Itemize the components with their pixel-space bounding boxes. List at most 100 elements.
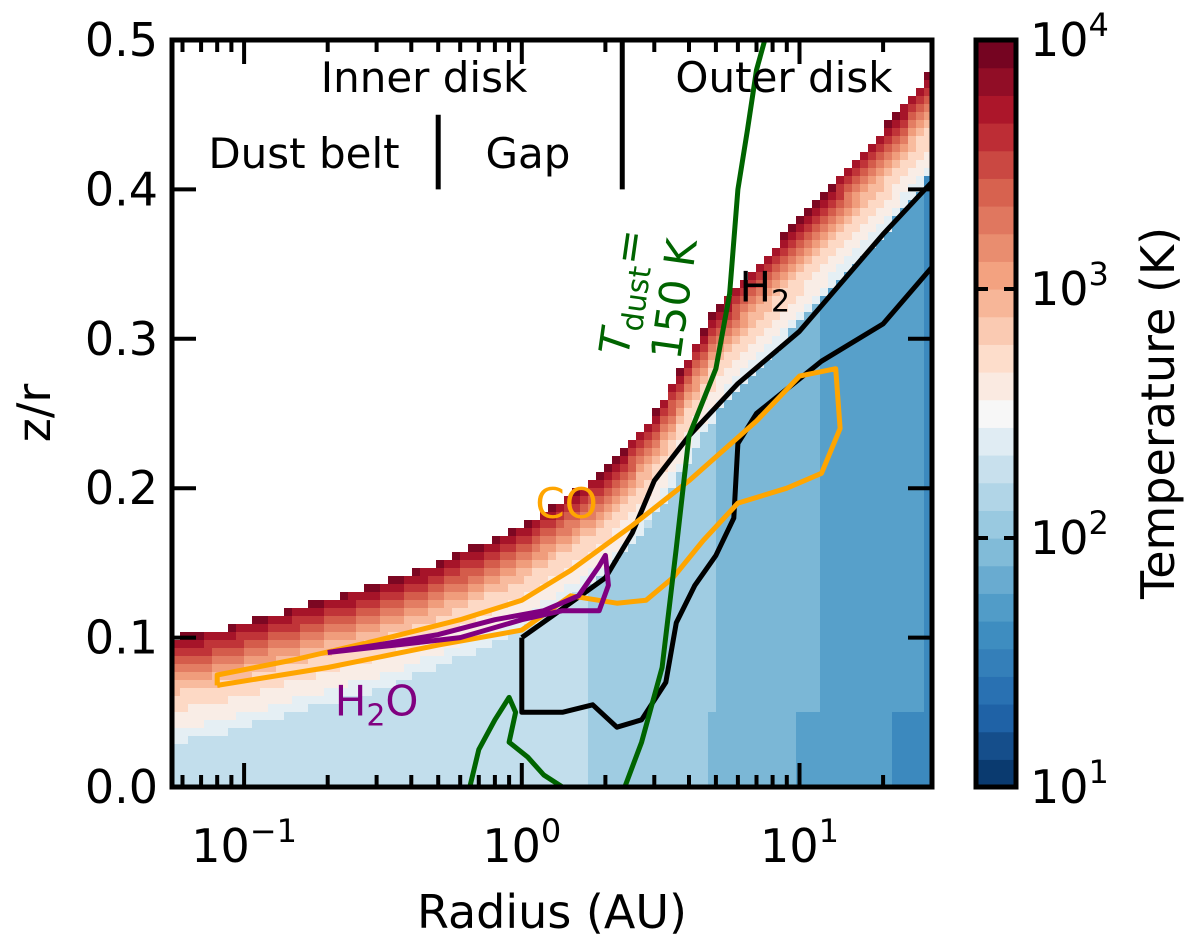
field-cell [828,680,837,689]
field-cell [796,704,805,713]
field-cell [548,568,557,577]
field-cell [500,672,509,681]
field-cell [780,408,789,417]
field-cell [844,424,853,433]
field-cell [508,656,517,665]
field-cell [412,736,421,745]
field-cell [724,568,733,577]
field-cell [748,560,757,569]
field-cell [692,344,701,353]
field-cell [388,624,397,633]
field-cell [724,456,733,465]
field-cell [756,728,765,737]
field-cell [444,608,453,617]
field-cell [764,424,773,433]
field-cell [332,704,341,713]
field-cell [732,736,741,745]
field-cell [660,728,669,737]
field-cell [868,576,877,585]
field-cell [900,704,909,713]
field-cell [620,736,629,745]
field-cell [740,664,749,673]
field-cell [260,632,269,641]
field-cell [556,736,565,745]
field-cell [292,736,301,745]
field-cell [636,696,645,705]
field-cell [820,376,829,385]
field-cell [508,736,517,745]
field-cell [724,584,733,593]
field-cell [884,600,893,609]
field-cell [596,584,605,593]
field-cell [452,720,461,729]
y-tick-label: 0.4 [85,162,158,216]
field-cell [596,512,605,521]
field-cell [884,688,893,697]
field-cell [820,264,829,273]
field-cell [716,392,725,401]
field-cell [284,648,293,657]
field-cell [916,520,925,529]
field-cell [836,392,845,401]
field-cell [604,656,613,665]
field-cell [660,672,669,681]
field-cell [852,704,861,713]
field-cell [772,568,781,577]
field-cell [900,152,909,161]
field-cell [300,632,309,641]
field-cell [876,496,885,505]
field-cell [596,624,605,633]
field-cell [836,568,845,577]
field-cell [700,376,709,385]
colorbar-ticks [976,287,1016,540]
field-cell [876,168,885,177]
field-cell [620,744,629,753]
field-cell [828,320,837,329]
field-cell [804,648,813,657]
field-cell [828,592,837,601]
field-cell [684,408,693,417]
field-cell [588,528,597,537]
field-cell [892,712,901,721]
field-cell [172,768,181,777]
field-cell [220,696,229,705]
field-cell [260,720,269,729]
field-cell [924,616,932,625]
field-cell [764,368,773,377]
field-cell [500,768,509,777]
field-cell [852,312,861,321]
field-cell [484,600,493,609]
field-cell [892,584,901,593]
field-cell [900,512,909,521]
field-cell [324,600,333,609]
field-cell [860,584,869,593]
field-cell [924,456,932,465]
field-cell [836,592,845,601]
field-cell [756,536,765,545]
field-cell [644,672,653,681]
x-tick-label: 100 [482,812,561,873]
field-cell [276,664,285,673]
field-cell [260,640,269,649]
field-cell [188,656,197,665]
field-cell [740,360,749,369]
field-cell [780,568,789,577]
field-cell [428,696,437,705]
field-cell [468,744,477,753]
field-cell [532,688,541,697]
field-cell [604,688,613,697]
field-cell [868,432,877,441]
field-cell [220,720,229,729]
field-cell [588,728,597,737]
field-cell [436,656,445,665]
field-cell [188,712,197,721]
field-cell [820,536,829,545]
field-cell [484,768,493,777]
field-cell [204,712,213,721]
field-cell [676,744,685,753]
field-cell [236,736,245,745]
field-cell [788,464,797,473]
field-cell [796,512,805,521]
field-cell [572,584,581,593]
field-cell [340,616,349,625]
